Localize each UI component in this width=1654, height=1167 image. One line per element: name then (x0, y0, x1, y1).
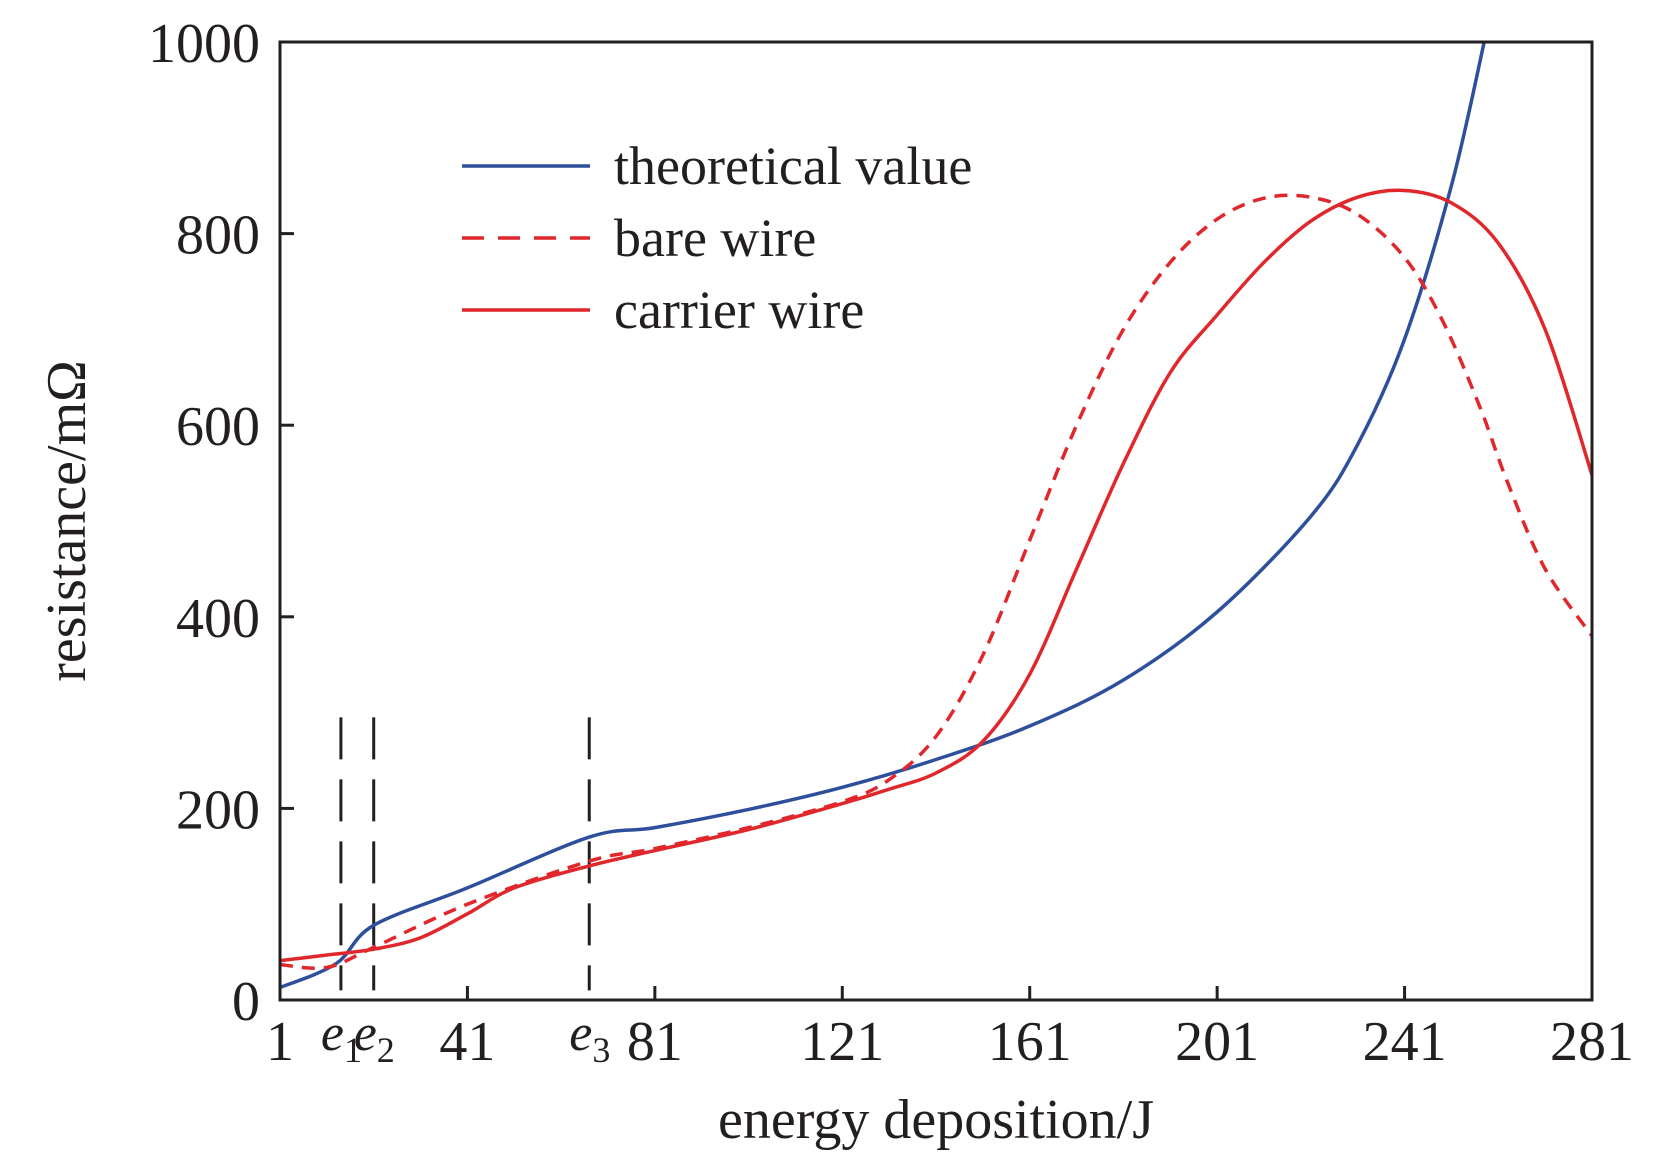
x-tick-label: 121 (800, 1011, 884, 1073)
x-axis-title: energy deposition/J (718, 1089, 1154, 1151)
marker-label: e3 (569, 1005, 610, 1070)
plot-frame (278, 40, 1594, 1002)
series-line-theoretical-value (280, 42, 1486, 990)
y-tick-label: 0 (232, 971, 260, 1033)
x-tick-label: 201 (1175, 1011, 1259, 1073)
legend-label-bare-wire: bare wire (614, 208, 816, 268)
legend-label-carrier-wire: carrier wire (614, 280, 864, 340)
series-line-bare-wire (280, 193, 1592, 970)
y-tick-label: 200 (176, 779, 260, 841)
y-axis-title: resistance/mΩ (36, 360, 98, 682)
y-tick-label: 1000 (148, 13, 260, 75)
legend-label-theoretical-value: theoretical value (614, 136, 972, 196)
y-tick-label: 400 (176, 588, 260, 650)
y-tick-label: 600 (176, 396, 260, 458)
x-tick-label: 281 (1550, 1011, 1634, 1073)
x-tick-label: 1 (266, 1011, 294, 1073)
axes-layer (278, 40, 1594, 1002)
x-tick-label: 81 (627, 1011, 683, 1073)
marker-layer (339, 717, 591, 991)
y-tick-label: 800 (176, 205, 260, 267)
series-layer (280, 42, 1592, 990)
x-tick-label: 41 (439, 1011, 495, 1073)
series-line-carrier-wire (280, 188, 1592, 963)
x-tick-label: 161 (988, 1011, 1072, 1073)
tick-layer: 1 41 81 121 161 201 241 28102004006008001000e1e… (148, 13, 1634, 1073)
marker-label: e2 (354, 1005, 395, 1070)
legend: theoretical value bare wire carrier wire (462, 136, 972, 340)
x-tick-label: 241 (1363, 1011, 1447, 1073)
